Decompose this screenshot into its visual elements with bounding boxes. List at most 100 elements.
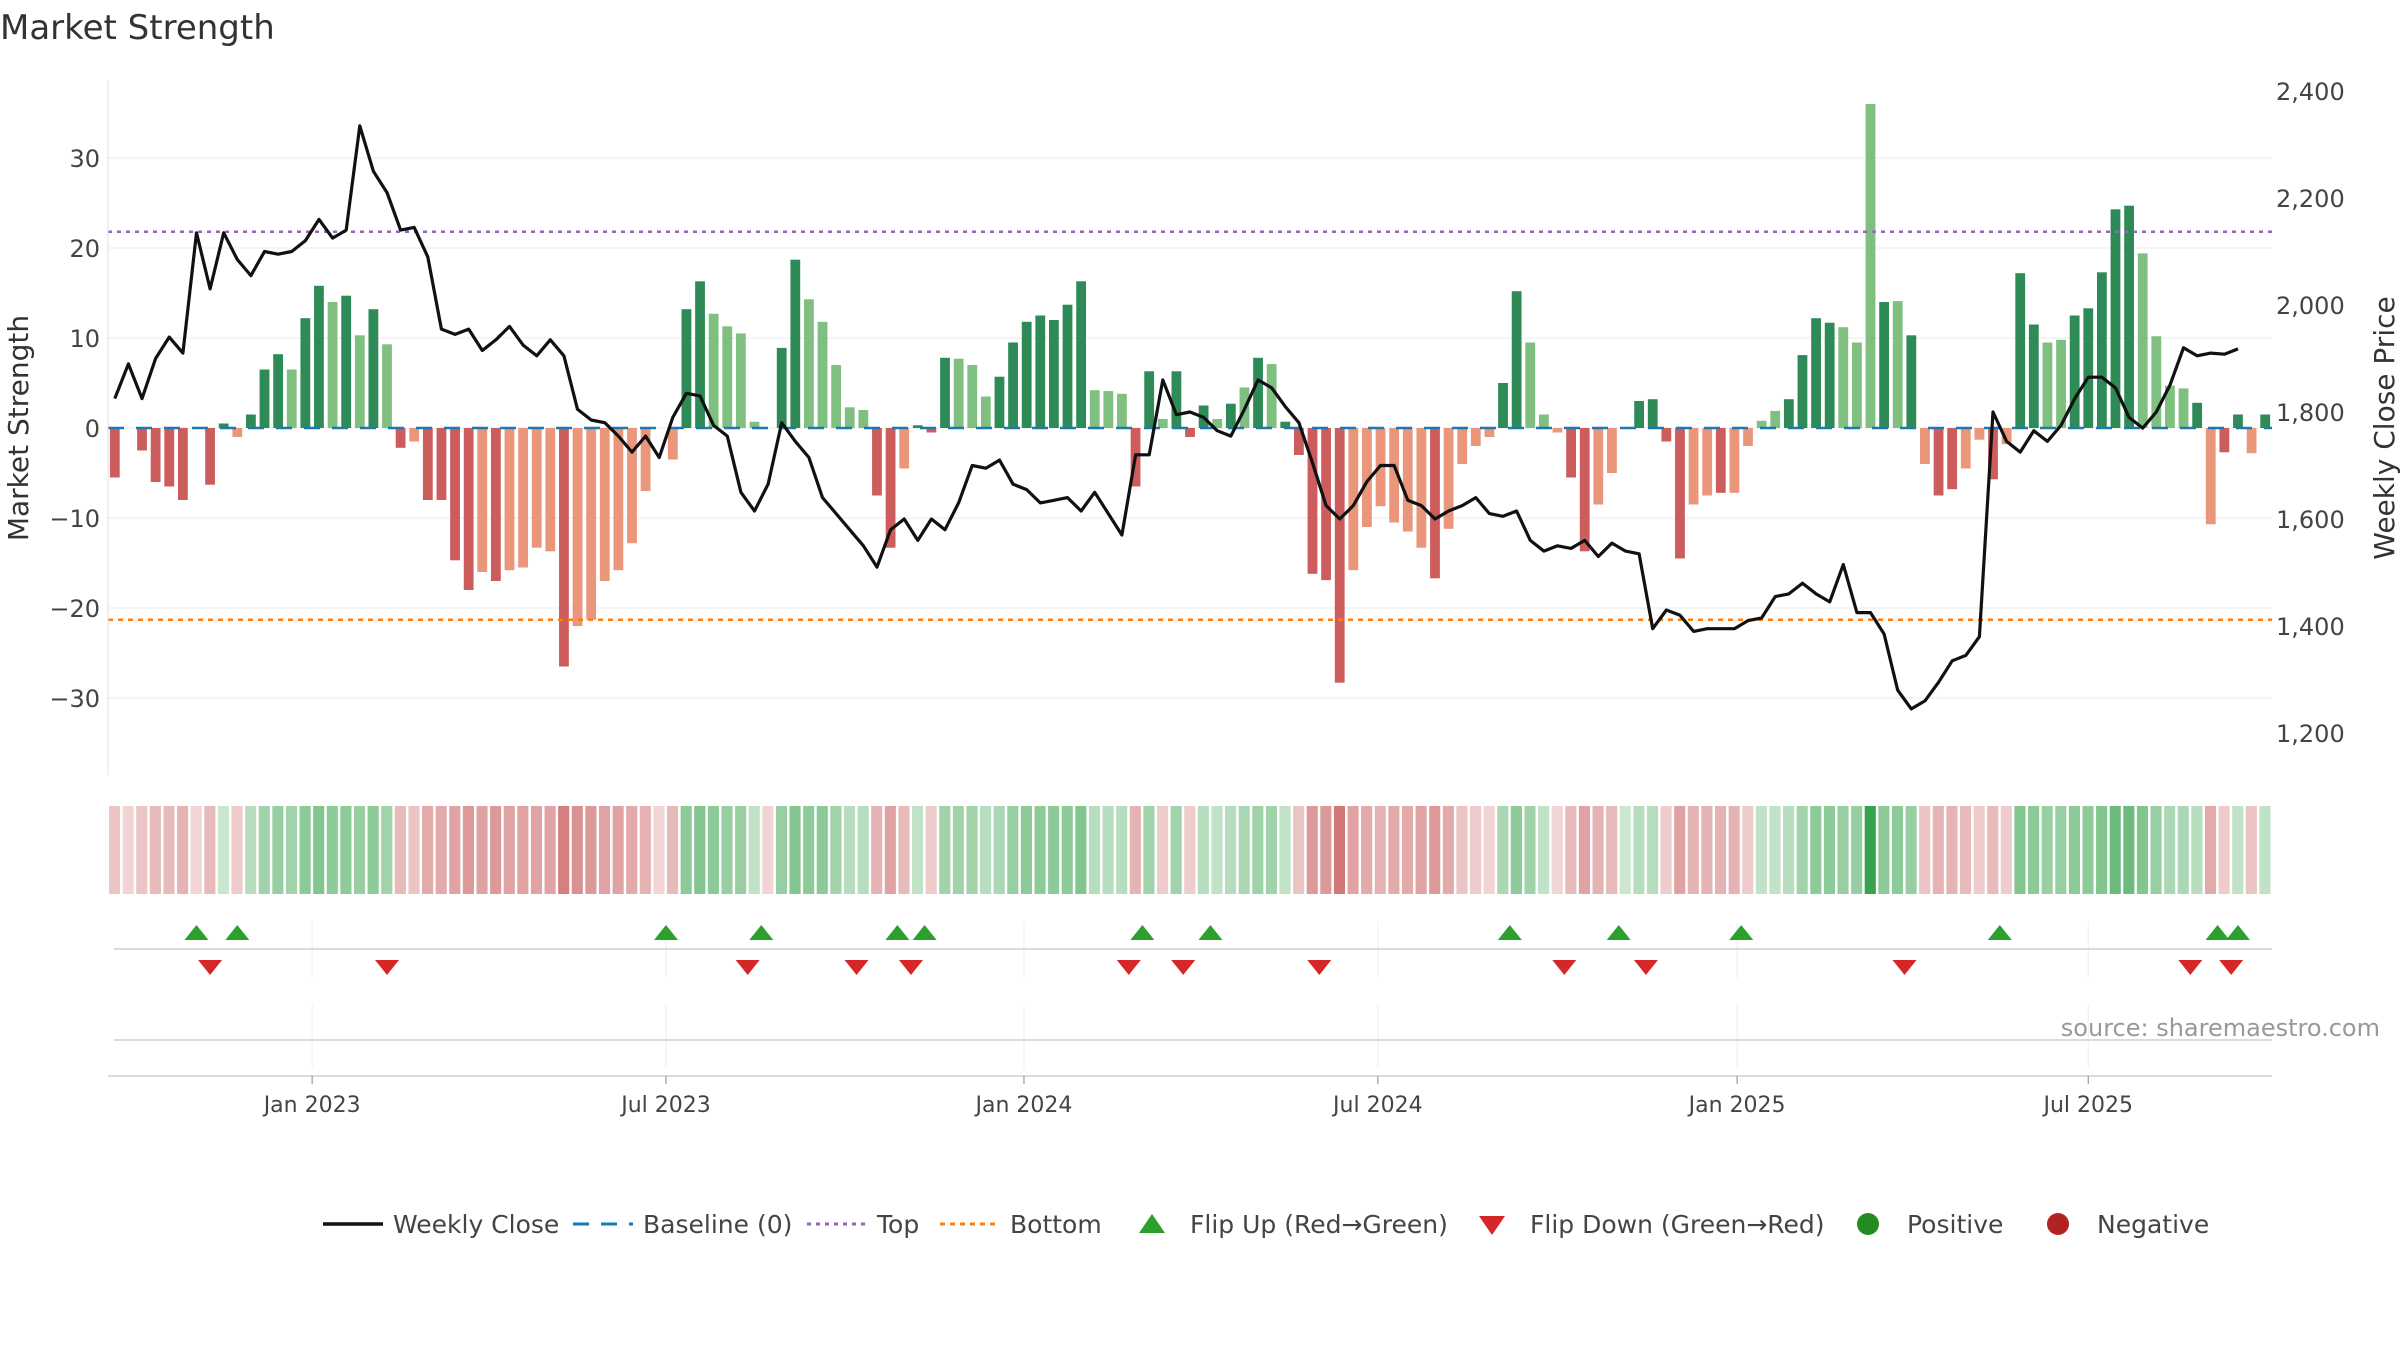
status-cell [1987, 806, 1999, 894]
status-cell [2041, 806, 2053, 894]
strength-bar [1253, 357, 1263, 428]
strength-bar [844, 407, 855, 428]
status-cell [2136, 806, 2149, 894]
strength-bar [286, 369, 297, 428]
status-cell [340, 806, 352, 894]
strength-bar [2083, 308, 2094, 428]
strength-bar [2001, 428, 2012, 445]
status-cell [353, 806, 366, 894]
x-axis: Jan 2023 Jul 2023 Jan 2024 Jul 2024 Jan 2025… [108, 1075, 2272, 1118]
status-cell [1102, 806, 1114, 894]
status-cell [1946, 806, 1958, 894]
status-cell [939, 806, 951, 894]
strength-bar [858, 410, 869, 428]
status-cell [1116, 806, 1128, 894]
strength-bar [246, 414, 256, 428]
status-cell [803, 806, 815, 894]
axes: 30 20 10 0 −10 −20 −30 2,400 2,200 2,000 1,800 1,60… [2, 78, 2400, 775]
strength-bar [872, 428, 882, 496]
strength-bar [1538, 414, 1549, 428]
legend-label: Top [876, 1210, 919, 1239]
strength-bar [490, 428, 501, 581]
strength-bar [1933, 428, 1944, 496]
status-cell [1007, 806, 1019, 894]
strength-bar [1783, 399, 1794, 428]
strength-bar [545, 428, 556, 552]
strength-bar [681, 309, 692, 428]
legend-swatch-flip-down [1479, 1216, 1505, 1235]
strength-bar [735, 333, 746, 428]
strength-bar [994, 376, 1005, 428]
status-cell [1674, 806, 1686, 894]
status-strip [109, 806, 2271, 894]
status-cell [149, 806, 161, 894]
strength-bar [2219, 428, 2230, 453]
status-cell [1048, 806, 1060, 894]
status-cell [1565, 806, 1577, 894]
left-tick-label: 0 [85, 415, 100, 443]
strength-bar [1988, 428, 1998, 480]
strength-bar [1729, 428, 1740, 493]
status-cell [1197, 806, 1209, 894]
strength-bar [1770, 410, 1781, 428]
status-cell [2028, 806, 2040, 894]
status-cell [1919, 806, 1931, 894]
legend-label: Bottom [1010, 1210, 1102, 1239]
right-tick-label: 1,200 [2276, 720, 2345, 748]
status-cell [381, 806, 393, 894]
status-cell [1293, 806, 1305, 894]
strength-bar [1974, 428, 1985, 440]
strength-bar [1797, 355, 1808, 428]
strength-bar [1593, 428, 1604, 505]
strength-bar [804, 299, 814, 428]
status-cell [612, 806, 624, 894]
status-cell [1225, 806, 1237, 894]
x-tick-label: Jan 2025 [1687, 1093, 1786, 1118]
flip-down-marker [1116, 960, 1141, 975]
left-tick-label: −20 [49, 595, 100, 623]
flip-down-marker [1633, 960, 1658, 975]
flip-up-marker [2205, 925, 2230, 940]
status-cell [1143, 806, 1155, 894]
flip-down-marker [844, 960, 869, 975]
strength-bar [1552, 428, 1563, 433]
status-cell [680, 806, 692, 894]
strength-bar [518, 428, 529, 568]
strength-bar [885, 428, 896, 548]
strength-bar [1062, 304, 1073, 428]
strength-bar [1838, 327, 1849, 428]
status-cell [653, 806, 665, 894]
strength-bar [722, 326, 733, 428]
status-cell [177, 806, 189, 894]
strength-bar [354, 335, 365, 428]
status-cell [1837, 806, 1849, 894]
status-cell [1088, 806, 1101, 894]
legend-label: Flip Down (Green→Red) [1530, 1210, 1825, 1239]
strength-bar [164, 428, 175, 487]
status-cell [1374, 806, 1386, 894]
flip-down-marker [898, 960, 923, 975]
flip-up-marker [1130, 925, 1155, 940]
status-cell [408, 806, 420, 894]
flip-down-marker [375, 960, 400, 975]
strength-bar [926, 428, 937, 433]
strength-bar [1008, 342, 1018, 428]
strength-bar [940, 357, 950, 428]
status-cell [1742, 806, 1754, 894]
status-cell [122, 806, 134, 894]
status-cell [1034, 806, 1046, 894]
strength-bar [327, 302, 338, 428]
status-cell [1497, 806, 1509, 894]
status-cell [476, 806, 488, 894]
strength-bar [1906, 335, 1917, 428]
strength-bar [1144, 371, 1155, 428]
strength-bar [232, 428, 243, 437]
strength-bar [2015, 273, 2026, 428]
status-cell [585, 806, 597, 894]
status-cell [449, 806, 461, 894]
strength-bar [218, 423, 229, 428]
status-cell [830, 806, 842, 894]
status-cell [857, 806, 869, 894]
strength-bar [1157, 419, 1168, 428]
x-tick-label: Jul 2023 [619, 1093, 711, 1118]
